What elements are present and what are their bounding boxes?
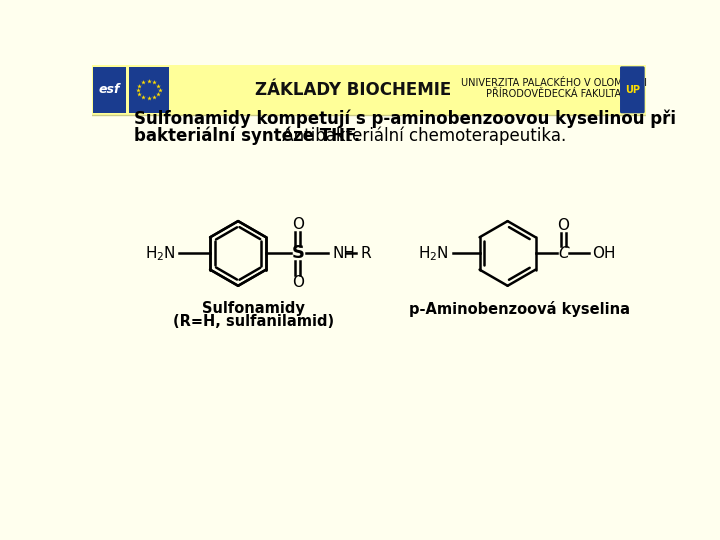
- Text: bakteriální syntéze THF.: bakteriální syntéze THF.: [134, 126, 361, 145]
- Text: O: O: [292, 275, 305, 290]
- Text: S: S: [292, 245, 305, 262]
- FancyBboxPatch shape: [620, 66, 644, 113]
- Bar: [92, 65, 647, 115]
- Text: UP: UP: [625, 85, 640, 95]
- Text: Sulfonamidy kompetují s p-aminobenzoovou kyselinou při: Sulfonamidy kompetují s p-aminobenzoovou…: [134, 110, 676, 128]
- Text: p-Aminobenzoová kyselina: p-Aminobenzoová kyselina: [409, 301, 630, 317]
- Text: UNIVERZITA PALACKÉHO V OLOMOUCI: UNIVERZITA PALACKÉHO V OLOMOUCI: [461, 78, 647, 88]
- Bar: [94, 67, 126, 112]
- Text: R: R: [360, 246, 371, 261]
- Text: PŘÍRODOVĚDECKÁ FAKULTA: PŘÍRODOVĚDECKÁ FAKULTA: [486, 89, 621, 99]
- Text: C: C: [558, 246, 569, 261]
- Text: H$_2$N: H$_2$N: [145, 244, 176, 263]
- Text: esf: esf: [99, 83, 120, 96]
- Text: O: O: [292, 217, 305, 232]
- Text: ZÁKLADY BIOCHEMIE: ZÁKLADY BIOCHEMIE: [256, 81, 451, 99]
- Text: Antibakteriální chemoterapeutika.: Antibakteriální chemoterapeutika.: [276, 126, 566, 145]
- Bar: [129, 67, 168, 112]
- Text: OH: OH: [593, 246, 616, 261]
- Text: O: O: [557, 218, 570, 233]
- Text: NH: NH: [333, 246, 355, 261]
- Text: H$_2$N: H$_2$N: [418, 244, 449, 263]
- Text: Sulfonamidy: Sulfonamidy: [202, 301, 305, 316]
- Text: (R=H, sulfanilamid): (R=H, sulfanilamid): [173, 314, 334, 329]
